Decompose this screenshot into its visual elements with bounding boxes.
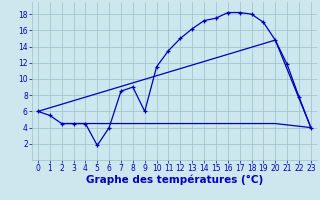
- X-axis label: Graphe des températures (°C): Graphe des températures (°C): [86, 175, 263, 185]
